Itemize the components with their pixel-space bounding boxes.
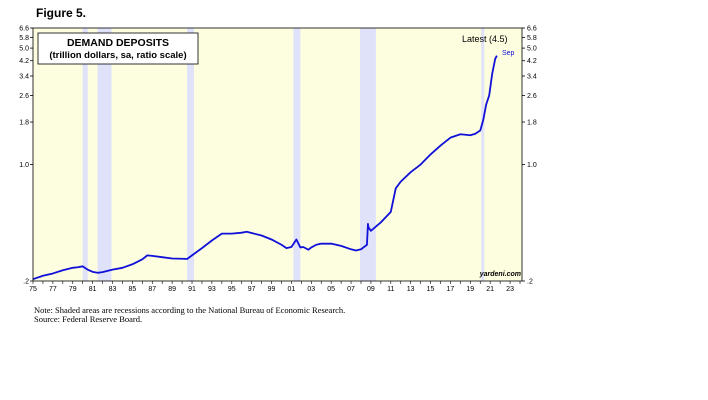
recession-band-5	[481, 28, 485, 281]
y-tick-label-right: 3.4	[527, 73, 537, 80]
y-tick-label-left: 2.6	[19, 93, 29, 100]
plot-border	[32, 27, 523, 282]
y-tick-label-left: 6.6	[19, 26, 29, 33]
x-tick-label: 97	[248, 286, 256, 293]
x-tick-label: 19	[466, 286, 474, 293]
x-tick-label: 01	[288, 286, 296, 293]
y-tick-label-right: 4.2	[527, 58, 537, 65]
x-axis: 75 77 79 81 83 85 87 89 91 93 95 97 99 01 03 05 07 09 11 13…	[29, 281, 521, 293]
y-tick-label-left: 4.2	[19, 58, 29, 65]
y-tick-label-right: 2.6	[527, 93, 537, 100]
watermark: yardeni.com	[479, 271, 521, 278]
figure-label: Figure 5.	[36, 6, 87, 20]
x-tick-label: 11	[387, 286, 394, 293]
plot-area	[33, 28, 522, 281]
note-source: Source: Federal Reserve Board.	[34, 314, 143, 324]
x-tick-label: 05	[327, 286, 335, 293]
y-tick-label-left: 1.8	[19, 120, 29, 127]
x-tick-label: 95	[228, 286, 236, 293]
x-tick-label: 79	[69, 286, 77, 293]
y-tick-label-left: 3.4	[19, 73, 29, 80]
x-tick-label: 07	[347, 286, 355, 293]
x-tick-label: 13	[407, 286, 415, 293]
x-tick-label: 15	[427, 286, 435, 293]
recession-band-1	[97, 28, 112, 281]
x-tick-label: 03	[307, 286, 315, 293]
y-tick-label-right: 1.8	[527, 120, 537, 127]
y-tick-label-left: 5.8	[19, 35, 29, 42]
recession-band-3	[293, 28, 301, 281]
x-tick-label: 89	[168, 286, 176, 293]
series-line-demand-deposits	[32, 55, 498, 281]
recession-band-0	[82, 28, 88, 281]
y-tick-label-right: 1.0	[527, 162, 537, 169]
y-tick-label-left: 1.0	[19, 162, 29, 169]
title-box	[37, 32, 199, 65]
y-tick-label-left: 5.0	[19, 46, 29, 53]
x-tick-label: 83	[109, 286, 117, 293]
x-tick-label: 09	[367, 286, 375, 293]
latest-date-label: Sep	[502, 50, 515, 57]
y-tick-label-right: .2	[527, 279, 533, 286]
x-tick-label: 81	[89, 286, 97, 293]
x-tick-label: 23	[506, 286, 514, 293]
recession-shading	[82, 28, 485, 281]
x-tick-label: 21	[486, 286, 494, 293]
y-tick-label-left: .2	[23, 279, 29, 286]
x-tick-label: 75	[29, 286, 37, 293]
x-tick-label: 99	[268, 286, 276, 293]
chart-title: DEMAND DEPOSITS	[67, 37, 169, 49]
chart: .2 1.0 1.8 2.6 3.4 4.2 5.0 5.8 6.6 .2 1.0 1.8 2.6 3.…	[19, 26, 537, 294]
x-tick-label: 77	[49, 286, 57, 293]
recession-band-4	[359, 28, 376, 281]
x-tick-label: 17	[447, 286, 455, 293]
chart-subtitle: (trillion dollars, sa, ratio scale)	[49, 50, 186, 61]
y-tick-label-right: 6.6	[527, 26, 537, 33]
recession-band-2	[187, 28, 195, 281]
x-tick-label: 93	[208, 286, 216, 293]
x-tick-label: 87	[148, 286, 156, 293]
y-tick-label-right: 5.0	[527, 46, 537, 53]
y-axis-right: .2 1.0 1.8 2.6 3.4 4.2 5.0 5.8 6.6	[522, 26, 537, 286]
y-tick-label-right: 5.8	[527, 35, 537, 42]
note-recessions: Note: Shaded areas are recessions accord…	[34, 305, 346, 315]
x-tick-label: 85	[128, 286, 136, 293]
y-axis-left: .2 1.0 1.8 2.6 3.4 4.2 5.0 5.8 6.6	[19, 26, 33, 286]
x-tick-label: 91	[188, 286, 196, 293]
latest-label: Latest (4.5)	[462, 34, 508, 44]
